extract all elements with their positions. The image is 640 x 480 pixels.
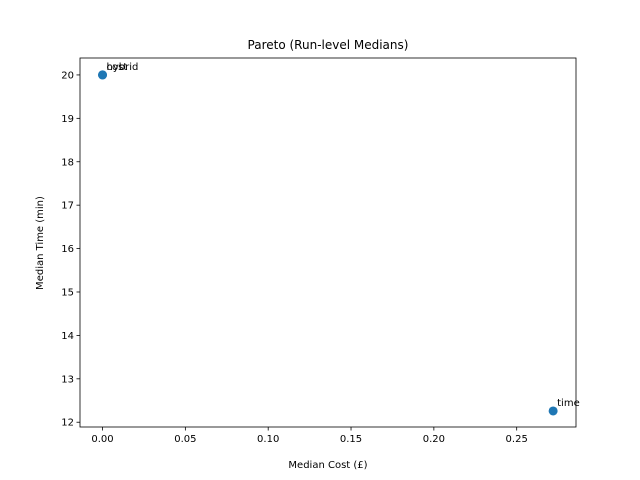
y-tick-label: 18 (61, 157, 74, 168)
point-label: hybrid (107, 62, 139, 73)
y-tick-label: 12 (61, 418, 74, 429)
data-point (548, 406, 558, 416)
plot-area: 0.00 0.05 0.10 0.15 0.20 0.25 12 13 14 15 16 17 18 19… (61, 57, 580, 445)
point-label: cost (107, 62, 128, 73)
x-tick-label: 0.15 (340, 434, 362, 445)
x-tick-label: 0.05 (174, 434, 196, 445)
y-tick-label: 17 (61, 201, 74, 212)
y-tick-label: 15 (61, 287, 74, 298)
x-tick-label: 0.00 (91, 434, 113, 445)
x-tick-label: 0.20 (423, 434, 445, 445)
x-tick-label: 0.25 (506, 434, 528, 445)
chart-title: Pareto (Run-level Medians) (248, 38, 409, 52)
data-point (98, 70, 108, 80)
y-tick-label: 20 (61, 70, 74, 81)
y-axis-label: Median Time (min) (35, 196, 46, 290)
y-tick-label: 16 (61, 244, 74, 255)
y-tick-label: 13 (61, 374, 74, 385)
x-tick-label: 0.10 (257, 434, 279, 445)
plot-frame (79, 57, 577, 428)
y-tick-label: 14 (61, 331, 74, 342)
point-label: time (557, 398, 580, 409)
y-tick-label: 19 (61, 114, 74, 125)
x-axis-label: Median Cost (£) (288, 460, 367, 471)
